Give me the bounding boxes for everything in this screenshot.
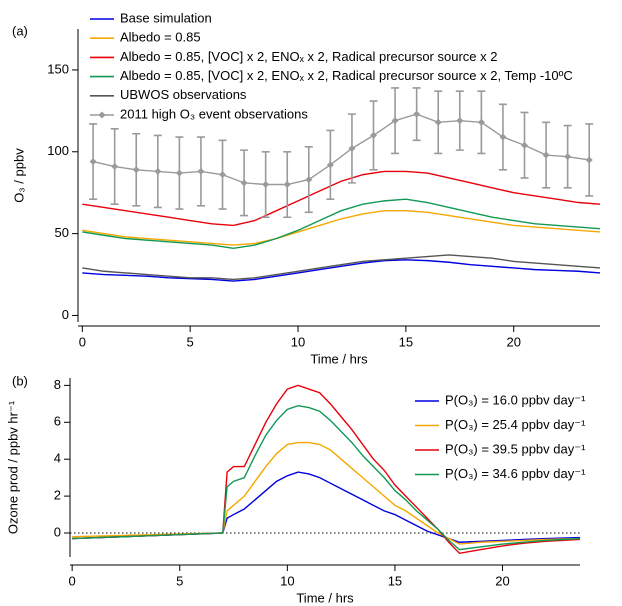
legend-label: P(O₃) = 16.0 ppbv day⁻¹ — [445, 392, 586, 407]
x-tick-label: 0 — [69, 573, 76, 588]
marker — [175, 169, 183, 177]
y-tick-label: 100 — [47, 143, 69, 158]
series-line — [82, 170, 601, 227]
marker — [240, 179, 248, 187]
marker — [413, 110, 421, 118]
series-line — [92, 113, 590, 186]
series-line — [82, 259, 601, 282]
legend-label: Albedo = 0.85, [VOC] x 2, ENOₓ x 2, Radi… — [120, 49, 497, 64]
marker — [391, 117, 399, 125]
marker — [111, 162, 119, 170]
panel-label: (b) — [12, 373, 28, 388]
panel-label: (a) — [12, 23, 28, 38]
x-tick-label: 0 — [79, 334, 86, 349]
marker — [326, 161, 334, 169]
legend-marker — [98, 111, 106, 119]
series-line — [72, 471, 581, 543]
y-tick-label: 8 — [54, 377, 61, 392]
marker — [564, 153, 572, 161]
marker — [154, 167, 162, 175]
y-axis-title: O₃ / ppbv — [11, 148, 26, 203]
series-line — [72, 441, 581, 545]
y-tick-label: 4 — [54, 451, 61, 466]
marker — [434, 118, 442, 126]
x-tick-label: 20 — [506, 334, 520, 349]
x-tick-label: 15 — [399, 334, 413, 349]
x-tick-label: 10 — [280, 573, 294, 588]
marker — [499, 133, 507, 141]
series-line — [82, 198, 601, 250]
x-tick-label: 10 — [291, 334, 305, 349]
x-tick-label: 5 — [187, 334, 194, 349]
marker — [262, 181, 270, 189]
legend-label: 2011 high O₃ event observations — [120, 106, 308, 121]
series-line — [82, 254, 601, 281]
marker — [132, 166, 140, 174]
legend-label: P(O₃) = 39.5 ppbv day⁻¹ — [445, 441, 586, 456]
x-axis-title: Time / hrs — [310, 351, 368, 366]
marker — [348, 144, 356, 152]
series-line — [72, 404, 581, 551]
marker — [283, 181, 291, 189]
marker — [456, 117, 464, 125]
marker — [89, 158, 97, 166]
marker — [542, 151, 550, 159]
marker — [585, 156, 593, 164]
y-tick-label: 6 — [54, 414, 61, 429]
y-tick-label: 2 — [54, 488, 61, 503]
marker — [197, 167, 205, 175]
legend-label: P(O₃) = 25.4 ppbv day⁻¹ — [445, 417, 586, 432]
marker — [477, 118, 485, 126]
x-tick-label: 20 — [495, 573, 509, 588]
x-tick-label: 5 — [176, 573, 183, 588]
marker — [521, 141, 529, 149]
series-line — [72, 384, 581, 555]
y-tick-label: 0 — [62, 307, 69, 322]
legend-label: Base simulation — [120, 10, 212, 25]
series-line — [82, 209, 601, 246]
legend-label: Albedo = 0.85, [VOC] x 2, ENOₓ x 2, Radi… — [120, 68, 573, 83]
marker — [219, 171, 227, 179]
legend-label: UBWOS observations — [120, 87, 247, 102]
x-tick-label: 15 — [388, 573, 402, 588]
legend-label: Albedo = 0.85 — [120, 30, 201, 45]
legend-label: P(O₃) = 34.6 ppbv day⁻¹ — [445, 466, 586, 481]
y-tick-label: 50 — [55, 225, 69, 240]
marker — [305, 176, 313, 184]
y-tick-label: 0 — [54, 524, 61, 539]
marker — [370, 131, 378, 139]
y-axis-title: Ozone prod / ppbv hr⁻¹ — [5, 400, 20, 534]
x-axis-title: Time / hrs — [296, 590, 354, 605]
y-tick-label: 150 — [47, 61, 69, 76]
